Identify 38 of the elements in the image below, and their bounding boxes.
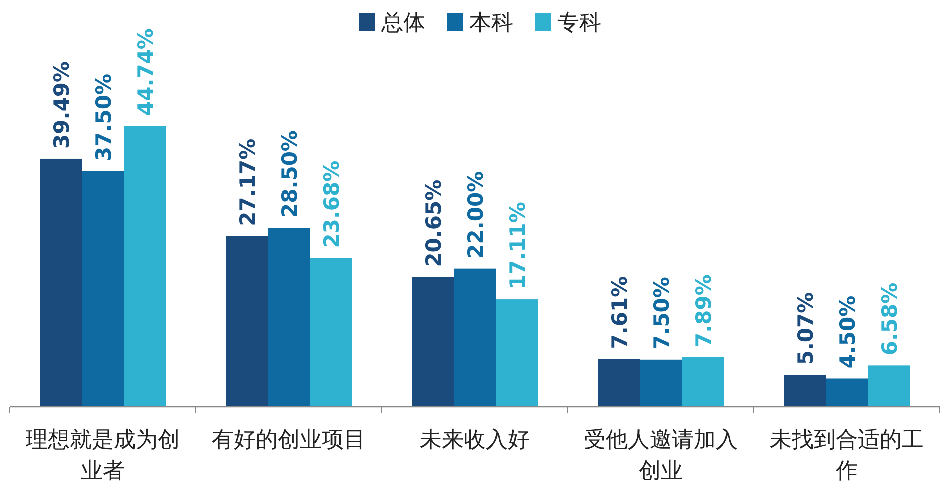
x-tick-label: 有好的创业项目 [212, 428, 366, 453]
bar [496, 300, 538, 407]
legend-label: 专科 [558, 11, 602, 36]
bar [82, 171, 124, 407]
bar [226, 236, 268, 407]
legend-label: 本科 [470, 11, 514, 36]
x-tick-label: 未来收入好 [420, 428, 530, 453]
bar [454, 268, 496, 407]
bar [310, 258, 352, 407]
x-tick-label: 受他人邀请加入创业 [584, 428, 738, 484]
data-label: 7.50% [650, 277, 674, 350]
data-label: 22.00% [464, 171, 488, 259]
data-label: 27.17% [236, 138, 260, 226]
data-label: 23.68% [320, 160, 344, 248]
data-label: 7.61% [608, 276, 632, 350]
data-label: 7.89% [692, 274, 716, 348]
legend-label: 总体 [380, 11, 426, 36]
bar [784, 375, 826, 407]
bar [124, 126, 166, 407]
bar [40, 158, 82, 407]
data-label: 37.50% [92, 74, 116, 162]
x-tick-label: 理想就是成为创业者 [26, 428, 180, 484]
bar [868, 366, 910, 407]
bar [268, 228, 310, 407]
data-label: 20.65% [422, 180, 446, 268]
bar [598, 359, 640, 407]
data-label: 44.74% [134, 28, 158, 116]
data-label: 4.50% [836, 296, 860, 369]
data-label: 39.49% [50, 62, 74, 149]
data-label: 17.11% [506, 202, 530, 290]
bar [412, 277, 454, 407]
bar [826, 378, 868, 407]
x-tick-label: 未找到合适的工作 [770, 428, 924, 484]
data-label: 6.58% [878, 282, 902, 356]
bar [682, 357, 724, 407]
bar [640, 360, 682, 407]
data-label: 28.50% [278, 130, 302, 218]
data-label: 5.07% [794, 292, 818, 366]
